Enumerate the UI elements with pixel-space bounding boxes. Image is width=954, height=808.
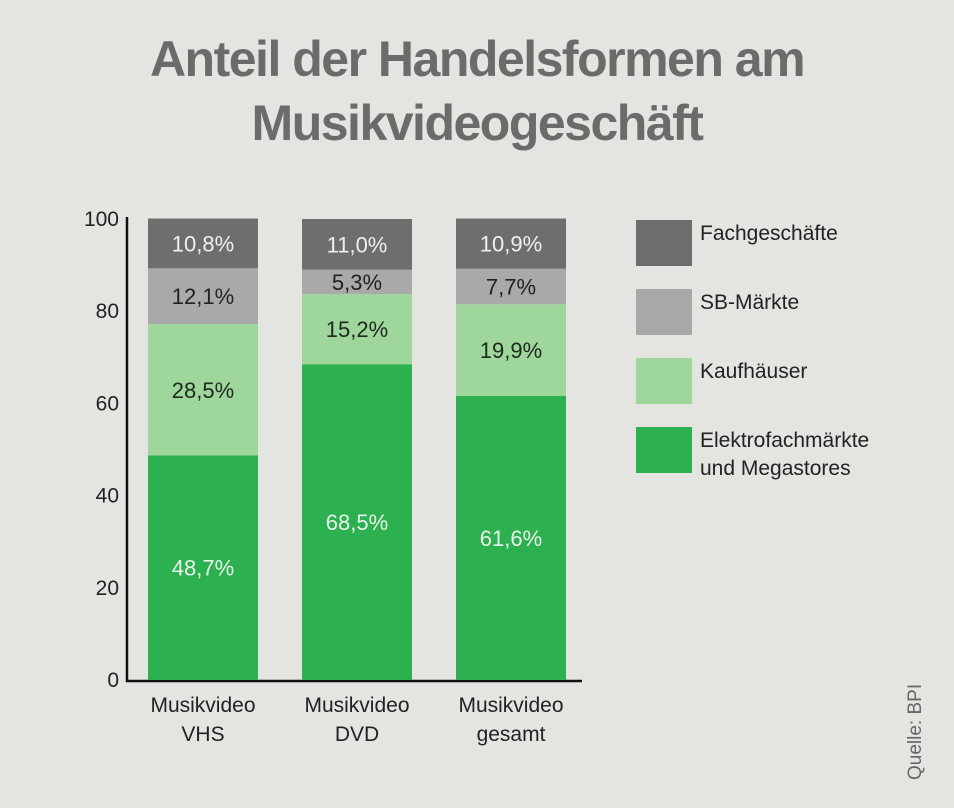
data-label: 10,8% xyxy=(172,231,234,256)
x-category-label: Musikvideo xyxy=(150,694,255,717)
bar-segment xyxy=(456,396,566,680)
data-label: 5,3% xyxy=(332,270,382,295)
legend-item-sb-maerkte: SB-Märkte xyxy=(636,289,799,335)
legend-label-sb-maerkte: SB-Märkte xyxy=(700,291,800,314)
bar-segment xyxy=(148,455,258,680)
data-label: 12,1% xyxy=(172,284,234,309)
bar-segment xyxy=(456,218,566,269)
x-category-label: gesamt xyxy=(477,723,546,746)
legend-item-elektrofachmaerkte: Elektrofachmärkte und Megastores xyxy=(636,427,869,483)
bar-segment xyxy=(302,219,412,270)
data-label: 61,6% xyxy=(480,526,542,551)
x-category-label: Musikvideo xyxy=(458,694,563,717)
bar-segment xyxy=(148,268,258,325)
y-tick-label: 20 xyxy=(96,577,119,600)
data-label: 7,7% xyxy=(486,275,536,300)
bar-segment xyxy=(302,269,412,295)
y-tick-label: 0 xyxy=(107,669,119,692)
y-tick-label: 40 xyxy=(96,485,119,508)
x-category-label: VHS xyxy=(181,723,224,746)
x-category-label: DVD xyxy=(335,723,379,746)
data-label: 28,5% xyxy=(172,378,234,403)
legend-label-kaufhaeuser: Kaufhäuser xyxy=(700,360,808,383)
source-note: Quelle: BPI xyxy=(905,683,926,780)
y-tick-label: 80 xyxy=(96,300,119,323)
legend-swatch-kaufhaeuser xyxy=(636,358,692,404)
legend-swatch-fachgeschaefte xyxy=(636,220,692,266)
legend-item-fachgeschaefte: Fachgeschäfte xyxy=(636,220,838,266)
data-label: 68,5% xyxy=(326,510,388,535)
legend-swatch-sb-maerkte xyxy=(636,289,692,335)
bar-segment xyxy=(302,294,412,365)
x-category-label: Musikvideo xyxy=(304,694,409,717)
bar-segment xyxy=(148,324,258,456)
bar-segment xyxy=(456,304,566,397)
chart-title-line-1: Anteil der Handelsformen am xyxy=(149,31,806,87)
legend-label-fachgeschaefte: Fachgeschäfte xyxy=(700,222,838,245)
bar-segment xyxy=(456,268,566,305)
bar-segment xyxy=(302,364,412,680)
chart-title-line-2: Musikvideogeschäft xyxy=(251,95,704,151)
data-label: 19,9% xyxy=(480,338,542,363)
legend-swatch-elektrofachmaerkte xyxy=(636,427,692,473)
data-label: 11,0% xyxy=(327,232,388,257)
data-label: 48,7% xyxy=(172,556,234,581)
legend-label-elektrofachmaerkte: Elektrofachmärkte und Megastores xyxy=(700,429,870,480)
y-tick-label: 100 xyxy=(84,208,119,231)
data-label: 10,9% xyxy=(480,232,542,257)
legend-item-kaufhaeuser: Kaufhäuser xyxy=(636,358,807,404)
y-tick-label: 60 xyxy=(96,392,119,415)
bar-segment xyxy=(148,218,258,269)
data-label: 15,2% xyxy=(326,317,388,342)
